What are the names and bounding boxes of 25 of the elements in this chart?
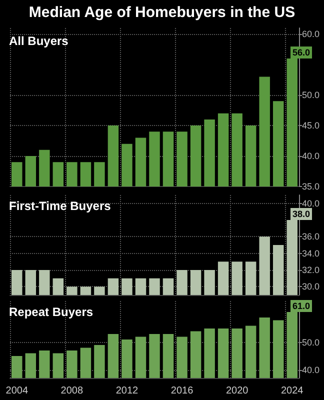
y-tick-label: 30.0 (302, 282, 320, 292)
x-tick-label: 2020 (226, 386, 249, 396)
chart-title: Repeat Buyers (9, 305, 94, 319)
x-tick-label: 2004 (6, 386, 28, 396)
y-tick-label: 34.0 (302, 248, 320, 258)
y-tick-label: 35.0 (302, 182, 320, 192)
x-tick-label: 2008 (60, 386, 84, 396)
y-tick-label: 32.0 (302, 265, 320, 275)
data-label: 38.0 (292, 209, 310, 219)
data-label: 61.0 (292, 301, 310, 311)
text: All Buyers (9, 34, 69, 48)
y-tick-label: 50.0 (302, 90, 320, 100)
x-tick-label: 2012 (116, 386, 139, 396)
x-tick-label: 2016 (170, 386, 194, 396)
y-tick-label: 40.0 (302, 364, 320, 375)
x-tick-label: 2024 (280, 386, 304, 396)
chart-title: Median Age of Homebuyers in the US (28, 3, 296, 23)
y-tick-label: 36.0 (302, 232, 320, 242)
y-tick-label: 45.0 (302, 120, 320, 131)
y-tick-label: 50.0 (302, 337, 320, 348)
data-label: 56.0 (292, 47, 310, 58)
y-tick-label: 40.0 (302, 198, 320, 208)
chart-title: First-Time Buyers (9, 199, 112, 213)
y-tick-label: 60.0 (302, 29, 320, 40)
y-tick-label: 40.0 (302, 151, 320, 162)
